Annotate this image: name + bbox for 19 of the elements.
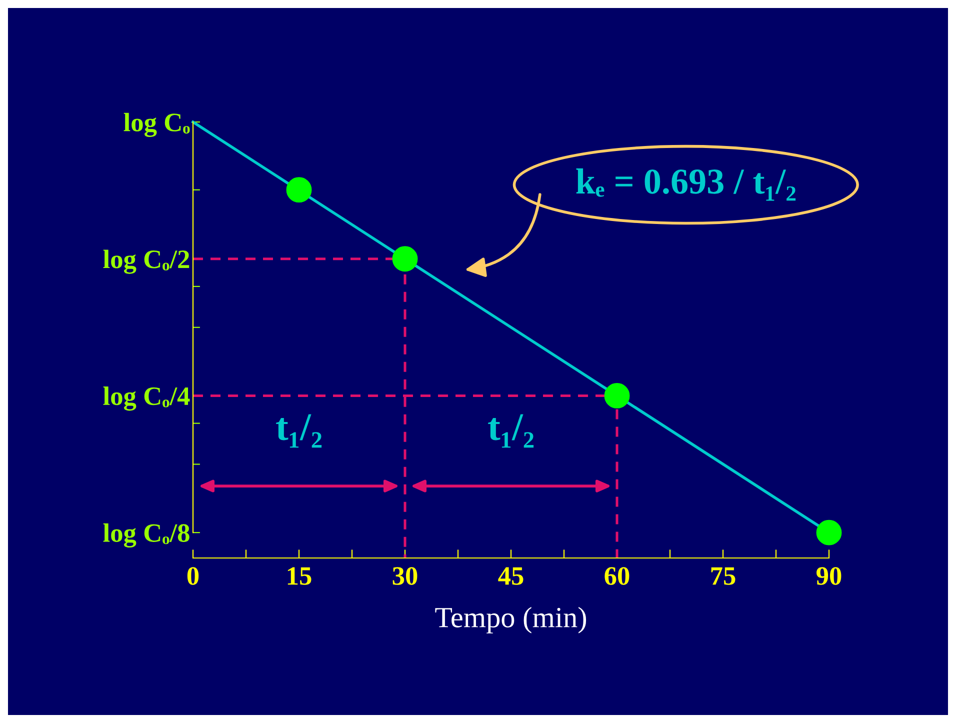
x-tick-label: 0 bbox=[187, 567, 199, 585]
point bbox=[816, 520, 842, 546]
x-tick-label: 90 bbox=[816, 567, 842, 585]
annotation: t₁/₂ bbox=[276, 414, 322, 448]
y-tick-label: log Cₒ/2 bbox=[103, 250, 190, 274]
x-tick-label: 45 bbox=[498, 567, 524, 585]
y-tick-label: log Cₒ/8 bbox=[103, 523, 190, 548]
point bbox=[392, 246, 418, 272]
x-axis-title: Tempo (min) bbox=[435, 606, 586, 634]
point bbox=[604, 382, 630, 408]
annotation: t₁/₂ bbox=[488, 414, 534, 448]
x-tick-label: 60 bbox=[604, 567, 630, 585]
y-tick-label: log Cₒ/4 bbox=[103, 386, 190, 411]
point bbox=[286, 177, 312, 203]
x-tick-label: 75 bbox=[711, 567, 736, 585]
y-tick-label: log Cₒ bbox=[124, 112, 190, 137]
x-tick-label: 30 bbox=[392, 567, 418, 585]
annotation: kₑ = 0.693 / t₁/₂ bbox=[576, 168, 796, 201]
x-tick-label: 15 bbox=[288, 567, 312, 585]
